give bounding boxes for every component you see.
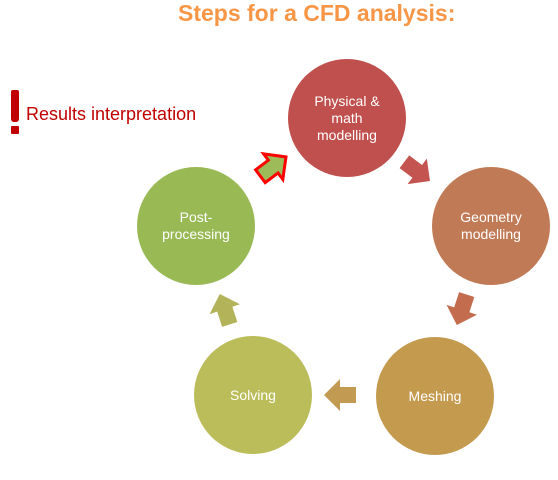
step-label-solving: Solving: [230, 386, 276, 403]
step-label-post-processing: Post- processing: [162, 209, 230, 242]
step-circle-post-processing: [137, 167, 255, 285]
step-circle-solving: [194, 336, 312, 454]
arrow-meshing-to-solving: [324, 379, 356, 411]
step-label-geometry-modelling: Geometry modelling: [460, 209, 522, 242]
step-circle-geometry-modelling: [432, 167, 550, 285]
step-label-physical-math-modelling: Physical & math modelling: [314, 92, 380, 143]
arrow-geometry-to-meshing: [446, 292, 477, 326]
step-label-meshing: Meshing: [408, 387, 462, 404]
arrow-physical-to-geometry: [399, 155, 430, 185]
arrow-postprocessing-to-physical: [253, 151, 288, 185]
arrow-solving-to-postprocessing: [209, 293, 240, 327]
page-title: Steps for a CFD analysis:: [178, 0, 456, 26]
results-interpretation-legend: Results interpretation: [10, 90, 196, 138]
exclamation-icon: [10, 90, 20, 138]
step-circle-meshing: [376, 337, 494, 455]
legend-label: Results interpretation: [26, 103, 197, 124]
step-circle-physical-math-modelling: [288, 59, 406, 177]
